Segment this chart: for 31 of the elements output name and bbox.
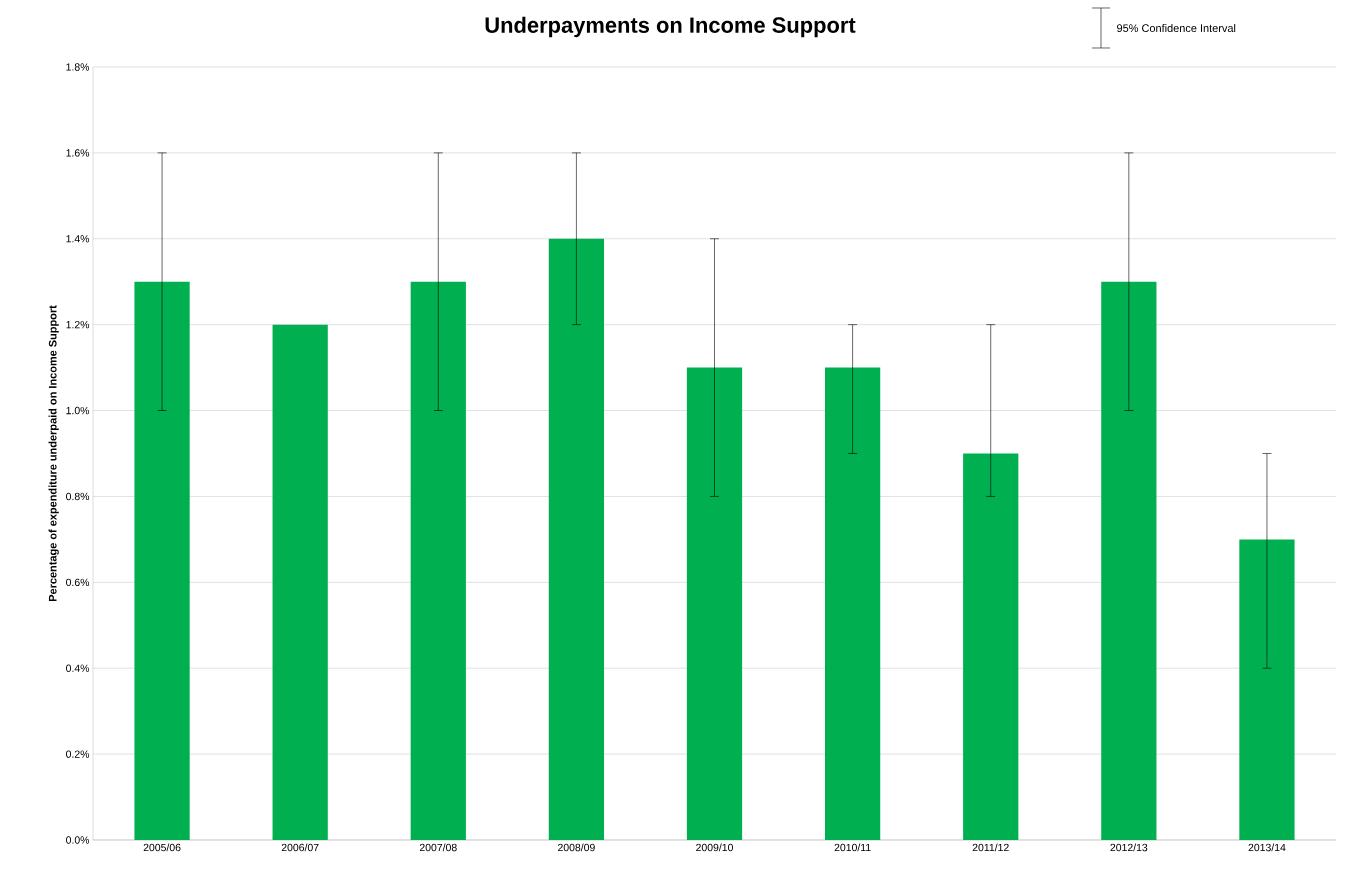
- y-tick-label: 1.4%: [66, 235, 90, 243]
- y-tick-label: 0.2%: [66, 750, 90, 758]
- bar: [825, 367, 881, 840]
- y-tick-label: 1.8%: [66, 63, 90, 71]
- x-tick-label: 2009/10: [696, 843, 733, 852]
- text: 95% Confidence Interval: [1117, 23, 1236, 33]
- x-tick-label: 2013/14: [1248, 843, 1286, 852]
- y-tick-label: 0.0%: [66, 836, 90, 844]
- x-tick-label: 2012/13: [1110, 843, 1148, 852]
- y-tick-label: 0.8%: [66, 492, 90, 501]
- y-tick-label: 0.6%: [66, 578, 90, 587]
- y-axis-title: Percentage of expenditure underpaid on Income Support: [48, 305, 59, 602]
- bar: [272, 324, 328, 840]
- chart-title: Underpayments on Income Support: [485, 16, 856, 38]
- bar: [134, 281, 190, 840]
- bar: [1239, 539, 1295, 840]
- x-tick-label: 2010/11: [834, 843, 871, 852]
- x-tick-label: 2011/12: [972, 843, 1009, 852]
- x-tick-label: 2006/07: [281, 843, 319, 852]
- bar: [548, 238, 605, 840]
- x-tick-label: 2005/06: [143, 843, 181, 852]
- y-tick-label: 0.4%: [66, 664, 90, 672]
- y-tick-label: 1.6%: [66, 149, 90, 157]
- bar: [410, 281, 466, 840]
- y-tick-label: 1.2%: [66, 320, 90, 329]
- bar: [963, 453, 1019, 840]
- y-tick-label: 1.0%: [66, 406, 90, 415]
- x-tick-label: 2007/08: [419, 843, 457, 852]
- x-tick-label: 2008/09: [558, 843, 595, 852]
- bar: [686, 367, 743, 840]
- bar: [1101, 281, 1157, 840]
